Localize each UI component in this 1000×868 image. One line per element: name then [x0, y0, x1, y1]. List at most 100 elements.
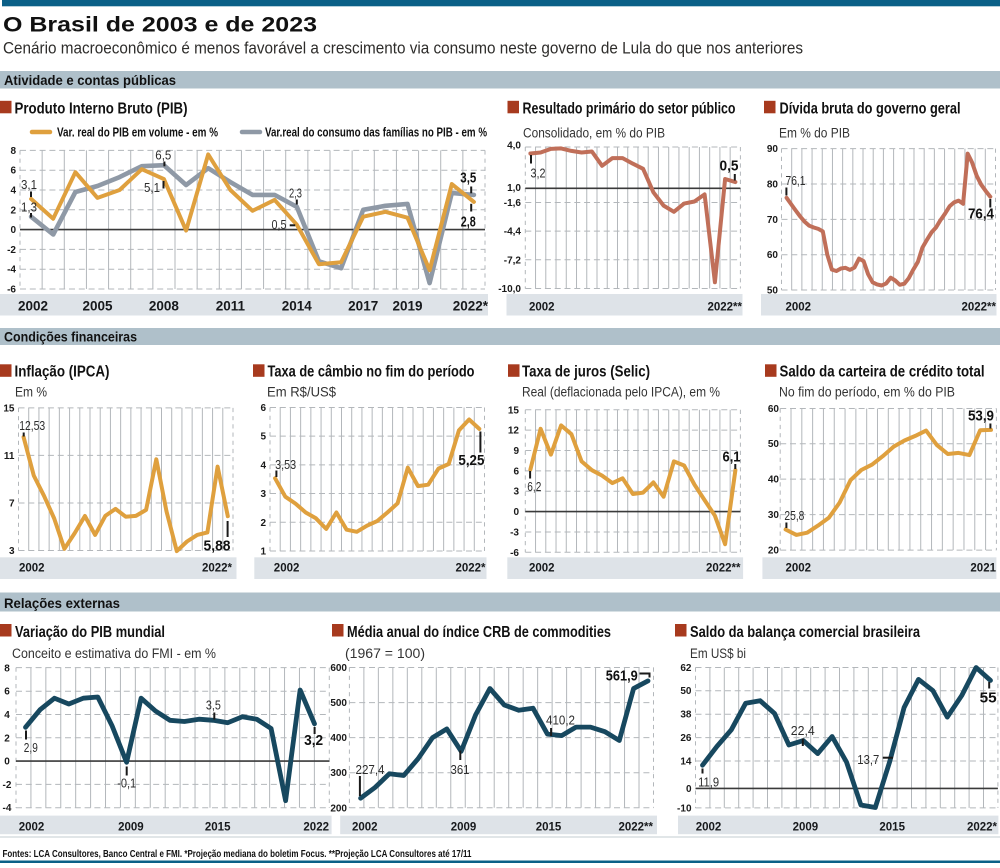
svg-text:38: 38	[680, 710, 692, 721]
svg-text:(1967 = 100): (1967 = 100)	[345, 646, 425, 661]
svg-text:25,8: 25,8	[784, 509, 804, 523]
svg-text:Variação do PIB mundial: Variação do PIB mundial	[15, 624, 165, 641]
svg-text:Atividade e contas públicas: Atividade e contas públicas	[4, 73, 176, 88]
svg-text:2022*: 2022*	[202, 562, 233, 574]
svg-text:2019: 2019	[392, 299, 422, 314]
svg-text:2011: 2011	[216, 299, 246, 314]
svg-text:3: 3	[260, 489, 266, 500]
svg-text:-6: -6	[7, 285, 16, 296]
svg-text:-2: -2	[7, 245, 16, 256]
svg-text:60: 60	[768, 404, 780, 415]
svg-text:O Brasil de 2003 e de 2023: O Brasil de 2003 e de 2023	[3, 12, 317, 36]
svg-text:15: 15	[3, 403, 15, 414]
svg-text:3,53: 3,53	[275, 458, 296, 472]
svg-text:410,2: 410,2	[546, 714, 575, 728]
svg-text:Condições financeiras: Condições financeiras	[4, 330, 137, 345]
svg-text:2002: 2002	[18, 299, 48, 314]
svg-text:5,88: 5,88	[204, 539, 231, 555]
svg-text:Saldo da balança comercial bra: Saldo da balança comercial brasileira	[690, 624, 920, 641]
svg-text:Taxa de câmbio no fim do perío: Taxa de câmbio no fim do período	[268, 364, 475, 381]
svg-text:3,2: 3,2	[304, 733, 323, 749]
svg-text:2015: 2015	[536, 822, 562, 834]
svg-text:4: 4	[4, 710, 10, 721]
svg-text:-4: -4	[3, 803, 12, 814]
svg-text:70: 70	[767, 215, 779, 226]
svg-text:2002: 2002	[786, 562, 812, 574]
svg-text:No fim do período, em % do PIB: No fim do período, em % do PIB	[779, 385, 955, 400]
svg-text:9: 9	[513, 446, 519, 457]
svg-text:2022**: 2022**	[706, 562, 741, 574]
svg-text:3: 3	[513, 487, 519, 498]
svg-text:0,5: 0,5	[720, 158, 739, 174]
svg-text:2005: 2005	[82, 299, 113, 314]
svg-text:2: 2	[4, 733, 10, 744]
svg-text:1,0: 1,0	[507, 183, 521, 194]
svg-text:361: 361	[451, 763, 470, 777]
svg-text:2022**: 2022**	[707, 302, 742, 314]
svg-text:Em % do PIB: Em % do PIB	[779, 126, 850, 141]
svg-text:2002: 2002	[529, 562, 555, 574]
svg-text:12: 12	[508, 426, 520, 437]
svg-text:76,4: 76,4	[968, 207, 994, 223]
svg-text:2002: 2002	[786, 302, 812, 314]
svg-text:500: 500	[330, 698, 347, 709]
svg-text:Dívida bruta do governo geral: Dívida bruta do governo geral	[780, 101, 961, 118]
svg-text:53,9: 53,9	[968, 409, 994, 425]
svg-text:600: 600	[330, 663, 347, 674]
svg-text:2015: 2015	[879, 822, 905, 834]
svg-text:50: 50	[680, 686, 692, 697]
svg-text:Resultado primário do setor pú: Resultado primário do setor público	[523, 101, 736, 118]
svg-text:0: 0	[10, 225, 16, 236]
svg-text:2014: 2014	[282, 299, 313, 314]
svg-text:0: 0	[4, 757, 10, 768]
svg-text:26: 26	[680, 733, 692, 744]
svg-text:0: 0	[513, 507, 519, 518]
svg-text:8: 8	[4, 663, 10, 674]
svg-text:40: 40	[768, 475, 780, 486]
svg-text:6,2: 6,2	[527, 480, 541, 494]
svg-text:0: 0	[686, 784, 692, 795]
svg-text:2009: 2009	[793, 822, 819, 834]
svg-text:2022**: 2022**	[618, 822, 653, 834]
svg-text:-6: -6	[510, 548, 519, 559]
svg-text:-10,0: -10,0	[498, 284, 521, 295]
svg-text:90: 90	[767, 144, 779, 155]
svg-text:50: 50	[767, 286, 779, 297]
svg-text:2017: 2017	[348, 299, 378, 314]
svg-text:1,3: 1,3	[21, 201, 37, 215]
svg-text:20: 20	[768, 546, 780, 557]
svg-text:Taxa de juros (Selic): Taxa de juros (Selic)	[522, 364, 650, 381]
svg-text:2022**: 2022**	[961, 302, 996, 314]
svg-text:60: 60	[767, 250, 779, 261]
svg-text:30: 30	[768, 510, 780, 521]
svg-text:-2: -2	[3, 780, 12, 791]
svg-text:Em %: Em %	[15, 385, 47, 400]
svg-text:76,1: 76,1	[786, 174, 806, 188]
svg-text:Em US$ bi: Em US$ bi	[690, 646, 746, 661]
svg-text:6: 6	[513, 466, 519, 477]
svg-text:Média anual do índice CRB de c: Média anual do índice CRB de commodities	[347, 624, 611, 641]
svg-text:2008: 2008	[149, 299, 180, 314]
svg-text:Real (deflacionada pelo IPCA),: Real (deflacionada pelo IPCA), em %	[522, 385, 720, 400]
svg-text:14: 14	[680, 757, 692, 768]
svg-text:6,1: 6,1	[723, 449, 741, 465]
svg-text:4: 4	[260, 460, 266, 471]
svg-text:6: 6	[10, 166, 16, 177]
svg-text:-4: -4	[7, 265, 16, 276]
svg-text:1: 1	[260, 547, 266, 558]
svg-text:80: 80	[767, 180, 779, 191]
svg-text:2022*: 2022*	[967, 822, 998, 834]
svg-text:2002: 2002	[19, 562, 45, 574]
svg-text:3,5: 3,5	[460, 171, 476, 187]
svg-text:6,5: 6,5	[155, 149, 171, 163]
svg-text:2021: 2021	[970, 562, 996, 574]
svg-text:2002: 2002	[696, 822, 722, 834]
svg-text:3: 3	[9, 546, 15, 557]
svg-text:6: 6	[260, 403, 266, 414]
svg-text:300: 300	[330, 768, 347, 779]
svg-text:Consolidado, em % do PIB: Consolidado, em % do PIB	[523, 126, 665, 141]
svg-text:-0,1: -0,1	[117, 777, 136, 791]
svg-text:8: 8	[10, 146, 16, 157]
svg-text:62: 62	[680, 663, 692, 674]
svg-text:2,8: 2,8	[461, 215, 476, 231]
